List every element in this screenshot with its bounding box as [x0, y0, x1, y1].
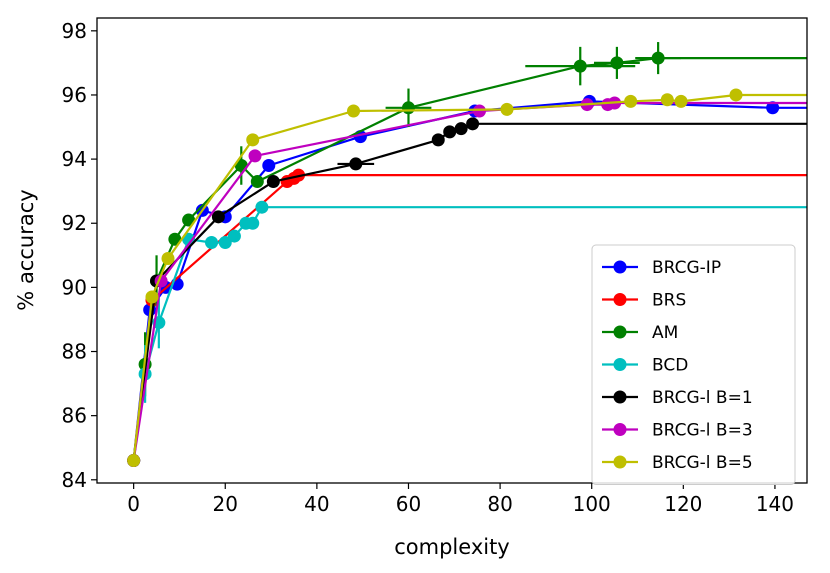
y-tick-label: 92: [62, 211, 87, 235]
data-point: [431, 133, 445, 147]
data-point: [262, 159, 276, 173]
data-point: [227, 229, 241, 243]
x-tick-label: 140: [756, 492, 794, 516]
legend-swatch-marker: [613, 423, 627, 436]
data-point: [347, 104, 361, 118]
data-point: [573, 59, 587, 73]
data-point: [401, 101, 415, 115]
data-point: [443, 125, 457, 139]
legend-item-brcg-l-b-3: BRCG-l B=3: [602, 421, 753, 441]
x-axis-title: complexity: [394, 535, 510, 559]
data-point: [266, 175, 280, 189]
legend-swatch-marker: [613, 293, 627, 306]
x-tick-label: 100: [573, 492, 611, 516]
y-tick-label: 96: [62, 83, 87, 107]
legend-label: BRCG-l B=5: [652, 453, 753, 473]
legend-item-brcg-l-b-5: BRCG-l B=5: [602, 453, 753, 473]
y-axis-title: % accuracy: [14, 189, 38, 310]
data-point: [466, 117, 480, 131]
legend-swatch-marker: [613, 358, 627, 371]
data-point: [766, 101, 780, 115]
data-point: [255, 200, 269, 214]
y-tick-label: 88: [62, 340, 87, 364]
data-point: [472, 104, 486, 118]
x-tick-label: 40: [304, 492, 329, 516]
legend-swatch-marker: [613, 325, 627, 339]
x-tick-label: 60: [396, 492, 421, 516]
data-point: [674, 94, 688, 108]
legend-label: AM: [652, 323, 678, 343]
data-point: [161, 252, 175, 266]
legend: BRCG-IP BRS AM BCD BRCG-l B=1 BRCG-l B=3 BRCG-…: [591, 244, 796, 485]
data-point: [246, 133, 260, 147]
x-tick-label: 0: [127, 492, 140, 516]
plot-frame: [96, 17, 808, 484]
data-point: [248, 149, 262, 163]
data-point: [250, 175, 264, 189]
legend-item-brs: BRS: [602, 291, 686, 311]
data-point: [729, 88, 743, 102]
x-tick-label: 20: [213, 492, 238, 516]
x-tick-label: 120: [664, 492, 702, 516]
legend-swatch-marker: [613, 390, 627, 404]
plot-area: [127, 42, 807, 468]
legend-label: BCD: [652, 356, 688, 376]
series-brcg-l-b-5: [127, 88, 807, 468]
series-brcg-l-b-1: [127, 117, 807, 468]
legend-box: [591, 244, 796, 485]
data-point: [127, 454, 141, 468]
data-point: [145, 290, 159, 304]
y-tick-label: 86: [62, 404, 87, 428]
y-tick-label: 84: [62, 468, 87, 492]
data-point: [651, 51, 665, 65]
data-point: [660, 93, 674, 107]
legend-swatch-marker: [613, 260, 627, 274]
data-point: [500, 102, 514, 116]
data-point: [624, 94, 638, 108]
legend-item-am: AM: [602, 323, 678, 343]
legend-label: BRCG-l B=3: [652, 421, 753, 441]
data-point: [246, 216, 260, 230]
data-point: [205, 235, 219, 249]
data-point: [211, 210, 225, 224]
axes: 0 20 40 60 80 100 120 140 84 86 88 90 92 94 96 98: [62, 19, 794, 516]
x-tick-label: 80: [487, 492, 512, 516]
data-point: [610, 56, 624, 70]
data-point: [218, 235, 232, 249]
legend-item-bcd: BCD: [602, 356, 688, 376]
legend-swatch-marker: [613, 455, 627, 469]
legend-label: BRCG-l B=1: [652, 388, 753, 408]
y-tick-label: 90: [62, 275, 87, 299]
legend-label: BRCG-IP: [652, 258, 721, 278]
legend-item-brcg-ip: BRCG-IP: [602, 258, 721, 278]
y-tick-label: 94: [62, 147, 87, 171]
data-point: [454, 122, 468, 136]
legend-label: BRS: [652, 291, 686, 311]
y-tick-label: 98: [62, 19, 87, 43]
legend-item-brcg-l-b-1: BRCG-l B=1: [602, 388, 753, 408]
data-point: [349, 157, 363, 171]
